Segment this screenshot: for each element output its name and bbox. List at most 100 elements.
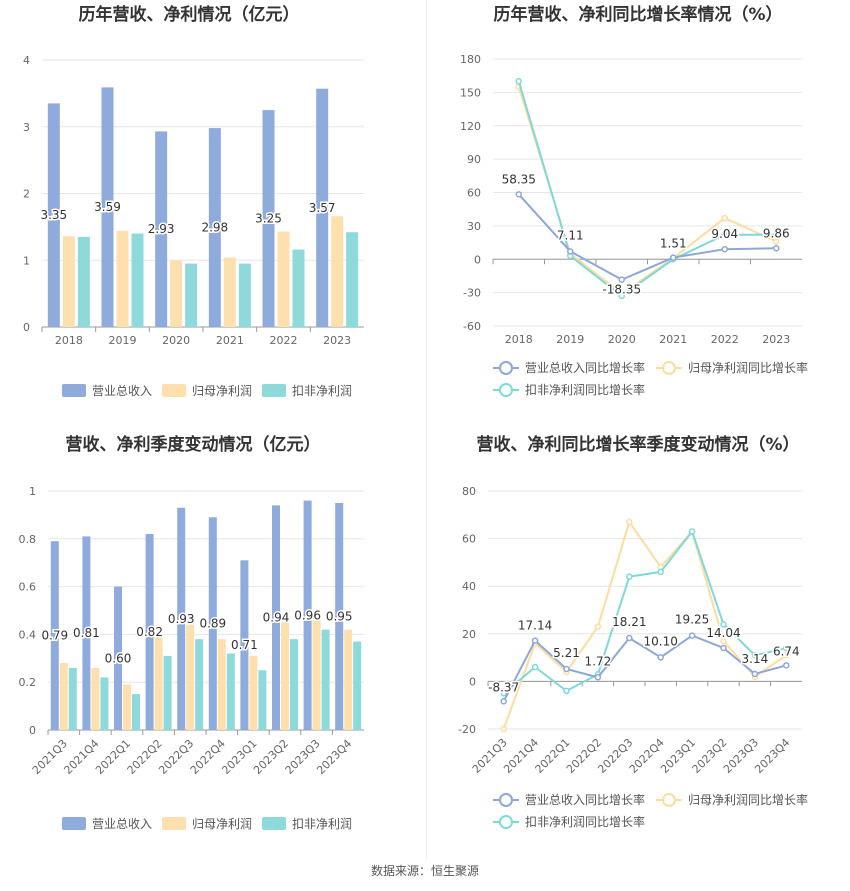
y-tick-label: 2 <box>23 188 30 201</box>
bar-net-profit <box>123 684 131 730</box>
bar-net-profit <box>116 230 129 327</box>
data-point-deducted-profit <box>531 663 539 671</box>
legend-label: 营业总收入 <box>92 384 152 398</box>
bar-data-label: 0.60 <box>105 651 132 665</box>
line-data-label: 9.04 <box>711 227 738 241</box>
data-point-revenue <box>751 670 759 678</box>
bar-net-profit <box>277 231 290 327</box>
x-tick-label: 2020 <box>162 334 190 347</box>
line-data-label: 17.14 <box>518 619 552 633</box>
y-tick-label: 0 <box>29 724 36 737</box>
series-line-net-profit <box>502 519 787 730</box>
line-data-label: 6.74 <box>773 644 800 658</box>
bar-deducted-profit <box>131 233 144 327</box>
data-point-deducted-profit <box>618 292 625 300</box>
y-tick-label: 60 <box>467 187 481 200</box>
y-tick-label: 0.8 <box>19 533 37 546</box>
data-point-deducted-profit <box>626 573 633 580</box>
bar-deducted-profit <box>346 232 359 327</box>
y-tick-label: 0 <box>23 321 30 334</box>
data-point-revenue <box>626 634 633 642</box>
data-point-revenue <box>531 637 539 644</box>
bar-net-profit <box>331 216 344 327</box>
legend-label: 扣非净利润 <box>292 384 352 398</box>
y-tick-label: 30 <box>467 220 481 233</box>
quarterly-revenue-profit-chart: 营收、净利季度变动情况（亿元） 0 0.2 0.4 0.6 0.8 1 2021Q3 2021Q… <box>0 430 425 860</box>
bar-deducted-profit <box>132 694 140 730</box>
legend-marker <box>499 815 513 829</box>
bar-deducted-profit <box>185 263 198 327</box>
data-point-revenue <box>721 245 728 253</box>
bar-net-profit <box>91 667 100 730</box>
y-tick-label: 0.6 <box>19 581 37 594</box>
line-data-label: 10.10 <box>644 634 678 648</box>
x-tick-label: 2018 <box>505 333 533 346</box>
line-data-label: 1.72 <box>585 654 612 668</box>
x-tick-label: 2022 <box>270 334 298 347</box>
data-point-net-profit <box>720 637 727 645</box>
line-data-label: 1.51 <box>660 237 687 251</box>
bar-data-label: 2.98 <box>201 221 228 235</box>
bar-net-profit <box>186 624 195 730</box>
data-point-revenue <box>500 698 507 705</box>
bar-data-label: 0.81 <box>73 626 100 640</box>
legend-swatch <box>162 817 186 830</box>
x-tick-label: 2021 <box>216 334 244 347</box>
bar-deducted-profit <box>77 236 90 327</box>
legend-marker <box>662 361 676 375</box>
legend-marker <box>499 361 513 375</box>
chart-title: 营收、净利季度变动情况（亿元） <box>66 434 321 455</box>
data-point-deducted-profit <box>773 231 780 239</box>
chart-title: 历年营收、净利同比增长率情况（%） <box>493 4 782 25</box>
y-tick-label: 60 <box>462 533 476 546</box>
bar-net-profit <box>154 636 163 730</box>
bar-deducted-profit <box>195 639 204 730</box>
x-tick-label: 2022 <box>711 333 739 346</box>
chart-title: 历年营收、净利情况（亿元） <box>79 4 300 25</box>
data-point-deducted-profit <box>751 651 759 659</box>
bar-deducted-profit <box>258 670 267 730</box>
data-point-net-profit <box>773 238 780 245</box>
bar-deducted-profit <box>100 677 109 730</box>
data-point-revenue <box>783 662 790 669</box>
series-line-deducted-profit <box>503 529 787 695</box>
y-tick-label: -20 <box>458 723 476 736</box>
bar-data-label: 3.35 <box>40 208 67 222</box>
bar-net-profit <box>217 639 226 730</box>
data-point-net-profit <box>594 623 602 630</box>
bar-revenue <box>47 103 60 327</box>
bar-deducted-profit <box>238 263 251 327</box>
legend-label: 归母净利润同比增长率 <box>688 360 808 375</box>
bar-revenue <box>208 517 217 730</box>
data-point-revenue <box>688 632 696 639</box>
line-data-label: 5.21 <box>553 646 580 660</box>
data-point-revenue <box>515 191 522 198</box>
bar-revenue <box>303 500 312 730</box>
y-tick-label: 0.2 <box>19 676 37 689</box>
line-data-label: 3.14 <box>742 652 769 666</box>
bar-revenue <box>177 507 186 730</box>
line-data-label: 14.04 <box>706 626 740 640</box>
legend-swatch <box>62 384 86 397</box>
data-point-revenue <box>657 654 664 661</box>
series-line-deducted-profit <box>517 80 777 298</box>
bar-net-profit <box>170 260 183 327</box>
data-point-deducted-profit <box>720 621 727 628</box>
bar-deducted-profit <box>292 249 305 327</box>
data-point-deducted-profit <box>783 644 790 652</box>
legend-swatch <box>162 384 186 397</box>
data-point-net-profit <box>626 518 633 526</box>
legend-label: 扣非净利润同比增长率 <box>525 814 645 829</box>
bar-data-label: 0.79 <box>41 629 68 643</box>
y-tick-label: 0.4 <box>19 628 37 641</box>
x-tick-label: 2019 <box>556 333 584 346</box>
bar-net-profit <box>344 629 353 730</box>
x-tick-label: 2020 <box>608 333 636 346</box>
x-tick-label: 2019 <box>109 334 137 347</box>
line-data-label: 7.11 <box>557 228 584 242</box>
data-point-deducted-profit <box>688 528 696 535</box>
data-point-revenue <box>618 276 625 283</box>
bar-data-label: 0.93 <box>168 612 195 626</box>
data-point-net-profit <box>500 725 507 733</box>
bar-revenue <box>114 586 122 730</box>
